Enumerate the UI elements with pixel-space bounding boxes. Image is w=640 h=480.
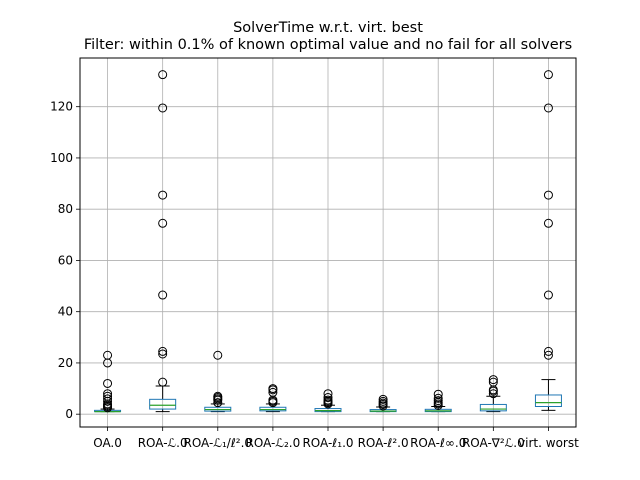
x-tick-label: ROA-ℓ∞.0 [410,436,466,450]
x-tick-label: ROA-ℒ₁/ℓ².0 [183,436,252,450]
chart-title: SolverTime w.r.t. virt. best [233,20,423,36]
outlier-point [543,103,553,113]
outlier-point [158,190,168,200]
outlier-point [158,377,168,387]
box-group [424,389,452,413]
outlier-point [433,396,443,406]
y-tick-label: 60 [58,253,73,267]
y-tick-label: 100 [50,151,73,165]
outlier-point [543,218,553,228]
box-group [369,394,397,413]
iqr-box [149,398,177,410]
iqr-box [534,394,562,407]
box-layer [94,70,562,413]
outlier-point [158,346,168,356]
outlier-point [433,389,443,399]
x-tick-label: ROA-∇²ℒ.0 [462,436,525,450]
box-group [534,70,562,411]
outlier-point [543,70,553,80]
outlier-point [213,350,223,360]
x-tick-label: ROA-ℒ₂.0 [246,436,301,450]
outlier-point [103,389,113,399]
outlier-point [488,389,498,399]
outlier-point [103,350,113,360]
outlier-point [103,394,113,404]
x-tick-label: OA.0 [93,436,122,450]
outlier-point [323,393,333,403]
box-group [149,70,177,413]
box-group [314,389,342,413]
outlier-point [158,290,168,300]
x-tick-label: ROA-ℓ₁.0 [302,436,353,450]
grid-layer [80,58,576,427]
outlier-point [323,395,333,405]
outlier-point [158,70,168,80]
outlier-point [488,375,498,385]
outlier-point [543,190,553,200]
outlier-point [488,377,498,387]
box-group [204,350,232,413]
outlier-point [268,384,278,394]
outlier-point [323,389,333,399]
x-tick-label: virt. worst [518,436,579,450]
outlier-point [213,398,223,408]
outlier-point [543,350,553,360]
outlier-point [268,387,278,397]
y-tick-label: 20 [58,356,73,370]
box-group [259,384,287,413]
outlier-point [103,378,113,388]
outlier-point [158,218,168,228]
outlier-point [213,391,223,401]
x-tick-label: ROA-ℓ².0 [358,436,409,450]
outlier-point [543,290,553,300]
outlier-point [433,393,443,403]
y-tick-label: 40 [58,305,73,319]
chart-subtitle: Filter: within 0.1% of known optimal val… [84,37,572,53]
iqr-box [479,403,507,412]
outlier-point [103,391,113,401]
outlier-point [378,394,388,404]
outlier-point [543,346,553,356]
box-group [479,375,507,413]
box-group [94,350,122,413]
y-tick-label: 120 [50,100,73,114]
x-tick-label: ROA-ℒ.0 [138,436,188,450]
y-tick-label: 0 [65,407,73,421]
outlier-point [158,103,168,113]
outlier-point [158,349,168,359]
y-tick-label: 80 [58,202,73,216]
